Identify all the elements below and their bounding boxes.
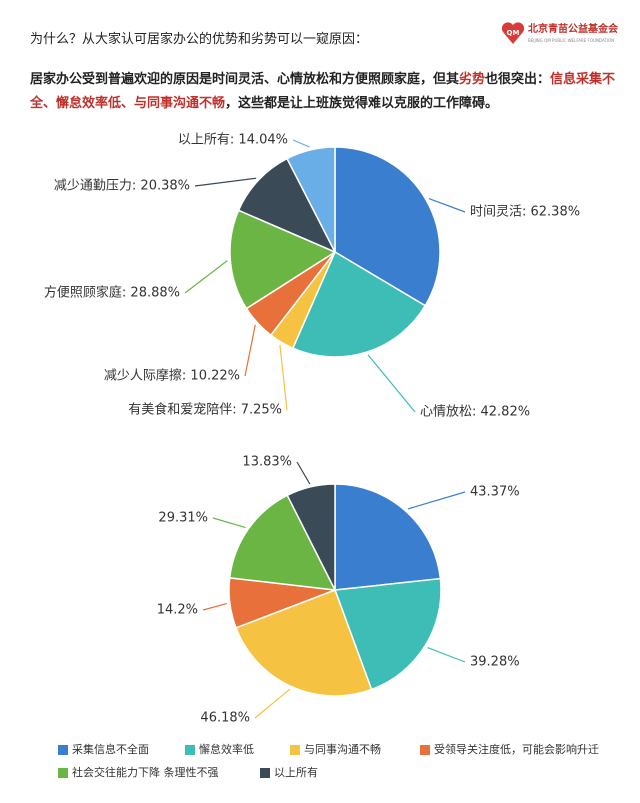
leader-line — [367, 354, 416, 413]
pie-slice — [234, 589, 373, 697]
legend-swatch — [260, 768, 270, 778]
data-label: 减少人际摩擦: 10.22% — [104, 368, 240, 384]
legend-swatch — [290, 745, 300, 755]
leader-line — [296, 461, 311, 485]
paragraph: 居家办公受到普遍欢迎的原因是时间灵活、心情放松和方便照顾家庭，但其劣势也很突出：… — [30, 68, 620, 116]
data-label: 46.18% — [200, 711, 250, 726]
pie-slice — [269, 251, 336, 350]
logo-graphic: QM 北京青苗公益基金会 BEIJING QM PUBLIC WELFARE F… — [501, 22, 618, 44]
legend-label: 社会交往能力下降 条理性不强 — [72, 765, 219, 779]
legend-swatch — [185, 745, 195, 755]
leader-line — [202, 602, 228, 611]
leader-line — [212, 517, 246, 529]
data-label: 13.83% — [242, 455, 292, 470]
pie-slice — [237, 157, 337, 254]
intro: 为什么？从大家认可居家办公的优势和劣势可以一窥原因： — [30, 32, 369, 47]
legend-swatch — [58, 745, 68, 755]
data-label: 39.28% — [470, 655, 520, 670]
pie-slice — [286, 146, 336, 253]
leader-line — [292, 139, 310, 148]
legend-label: 以上所有 — [274, 765, 318, 779]
leader-line — [184, 260, 228, 294]
pie-slice — [245, 251, 336, 337]
data-label: 29.31% — [158, 511, 208, 526]
data-label: 有美食和爱宠陪伴: 7.25% — [128, 402, 282, 418]
logo-subtitle: BEIJING QM PUBLIC WELFARE FOUNDATION — [528, 38, 614, 43]
leader-line — [244, 324, 256, 377]
legend-swatch — [58, 768, 68, 778]
pie-slice — [334, 483, 442, 591]
legend-label: 采集信息不全面 — [72, 742, 149, 756]
logo-heart — [501, 22, 525, 44]
leader-line — [427, 646, 466, 663]
data-label: 减少通勤压力: 20.38% — [54, 179, 190, 194]
data-label: 14.2% — [157, 603, 198, 618]
legend-label: 懈怠效率低 — [199, 742, 254, 756]
paragraph-segment: 信息采集不全、懈怠效率低、与同事沟通不畅 — [30, 72, 616, 111]
leader-line — [407, 491, 466, 510]
pie-slice — [333, 577, 442, 691]
paragraph-segment: 劣势 — [459, 72, 486, 87]
pie-slice — [291, 250, 427, 358]
data-label: 以上所有: 14.04% — [178, 133, 288, 148]
legend-label: 与同事沟通不畅 — [304, 742, 381, 756]
paragraph-segment: 也很突出： — [485, 72, 551, 87]
paragraph-segment: 居家办公受到普遍欢迎的原因是时间灵活、心情放松和方便照顾家庭，但其 — [30, 72, 460, 87]
paragraph-segment: ，这些都是让上班族觉得难以克服的工作障碍。 — [225, 96, 499, 111]
logo: QM 北京青苗公益基金会 BEIJING QM PUBLIC WELFARE F… — [500, 18, 630, 48]
legend-swatch — [420, 745, 430, 755]
pie-slice — [228, 494, 337, 591]
leader-line — [428, 198, 466, 213]
data-label: 43.37% — [470, 485, 520, 500]
logo-mark: QM — [507, 29, 520, 37]
leader-line — [194, 177, 257, 187]
pie-slice — [229, 209, 337, 310]
data-label: 心情放松: 42.82% — [420, 405, 530, 420]
logo-name: 北京青苗公益基金会 — [528, 22, 618, 35]
leader-line — [279, 344, 288, 411]
data-label: 时间灵活: 62.38% — [470, 205, 580, 220]
pie-slice — [286, 483, 336, 591]
pie-slice — [228, 577, 336, 629]
data-label: 方便照顾家庭: 28.88% — [44, 285, 180, 301]
legend-label: 受领导关注度低，可能会影响升迁 — [434, 742, 599, 756]
pie-slice — [334, 146, 441, 307]
leader-line — [254, 688, 291, 719]
